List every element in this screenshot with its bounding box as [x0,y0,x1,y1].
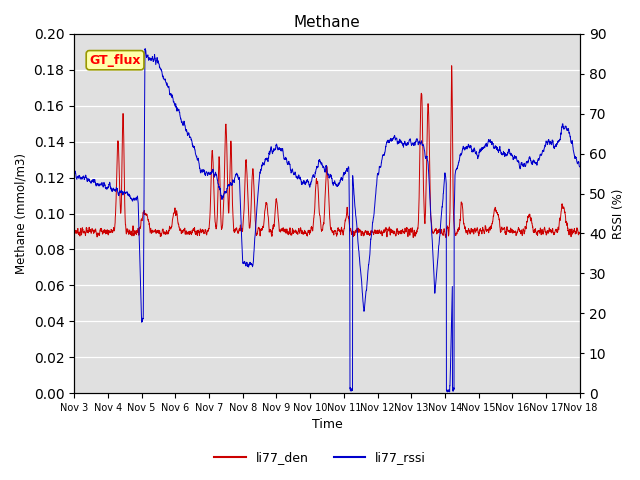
Y-axis label: RSSI (%): RSSI (%) [612,188,625,239]
Title: Methane: Methane [294,15,360,30]
Text: GT_flux: GT_flux [90,54,141,67]
X-axis label: Time: Time [312,419,342,432]
Legend: li77_den, li77_rssi: li77_den, li77_rssi [209,446,431,469]
Y-axis label: Methane (mmol/m3): Methane (mmol/m3) [15,153,28,274]
